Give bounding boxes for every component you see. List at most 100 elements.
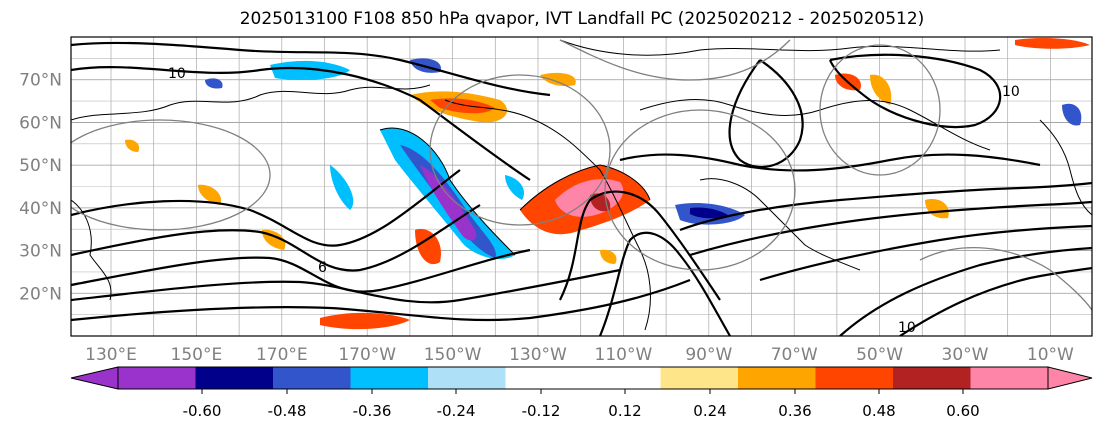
lat-tick-label: 60°N: [19, 113, 62, 133]
lon-tick-label: 110°W: [595, 345, 653, 365]
colorbar-tick-label: -0.12: [522, 402, 561, 420]
shade-blob: [420, 165, 477, 241]
shade-blob: [1062, 103, 1082, 126]
gray-contour: [559, 39, 791, 81]
colorbar-segment: [505, 367, 584, 389]
shade-blob: [330, 165, 354, 210]
shade-blob: [430, 98, 495, 114]
colorbar-segment: [273, 367, 351, 389]
ivt-contour: [828, 53, 1002, 129]
colorbar: [70, 366, 1093, 390]
ivt-contour: [598, 231, 731, 336]
ivt-contour: [559, 190, 721, 301]
lat-tick-label: 70°N: [19, 71, 62, 91]
colorbar-segment: [428, 367, 506, 389]
lon-tick-label: 150°W: [424, 345, 482, 365]
colorbar-segment: [893, 367, 971, 389]
colorbar-extend-low: [70, 366, 119, 390]
shade-blob: [320, 312, 410, 330]
colorbar-segment: [195, 367, 274, 389]
lon-tick-label: 130°W: [509, 345, 567, 365]
ivt-contour: [679, 181, 1092, 232]
map-title: 2025013100 F108 850 hPa qvapor, IVT Land…: [239, 9, 925, 29]
shade-blob: [540, 72, 576, 86]
shade-blob: [125, 139, 140, 152]
gridlines: [71, 37, 1092, 336]
contour-label: 6: [318, 260, 327, 276]
ivt-contour: [71, 248, 531, 293]
colorbar-tick-labels: -0.60 -0.48 -0.36 -0.24 -0.12 0.12 0.24 0.36 0.4…: [183, 389, 980, 420]
ivt-contour: [71, 204, 481, 272]
shade-blob: [205, 78, 223, 89]
coastline: [559, 39, 1001, 56]
colorbar-tick-label: 0.48: [862, 402, 895, 420]
lon-tick-label: 130°E: [85, 345, 137, 365]
lon-tick-label: 30°W: [942, 345, 989, 365]
lon-tick-label: 170°W: [338, 345, 396, 365]
ivt-contour: [71, 169, 461, 247]
coastline: [444, 99, 651, 331]
colorbar-segment: [660, 367, 739, 389]
ivt-contour: [71, 268, 621, 304]
gray-contour: [919, 247, 1092, 311]
shade-outlines: [379, 127, 651, 256]
lat-tick-label: 50°N: [19, 156, 62, 176]
ivt-contour: [839, 246, 1092, 336]
lon-tick-label: 50°W: [856, 345, 903, 365]
latitude-labels: 70°N 60°N 50°N 40°N 30°N 20°N: [19, 71, 62, 305]
lon-tick-label: 170°E: [256, 345, 308, 365]
plot-frame: [70, 36, 1093, 337]
colorbar-segment: [815, 367, 894, 389]
coastline: [699, 178, 861, 271]
colorbar-extend-high: [1047, 366, 1093, 390]
lat-tick-label: 40°N: [19, 199, 62, 219]
colorbar-tick-label: 0.36: [778, 402, 811, 420]
colorbar-segment: [350, 367, 429, 389]
ivt-contour: [619, 153, 1041, 172]
gray-contour: [819, 44, 941, 176]
shade-blob: [1015, 37, 1090, 49]
coastline: [1039, 119, 1092, 216]
colorbar-tick-label: -0.24: [437, 402, 476, 420]
ivt-contour: [71, 278, 691, 322]
ivt-contour: [899, 266, 1092, 336]
lon-tick-label: 70°W: [771, 345, 818, 365]
colorbar-tick-label: 0.24: [693, 402, 726, 420]
colorbar-tick-label: -0.36: [353, 402, 392, 420]
lon-tick-label: 90°W: [685, 345, 732, 365]
lat-tick-label: 20°N: [19, 284, 62, 304]
contour-label: 10: [898, 320, 916, 336]
colorbar-segment: [583, 367, 661, 389]
colorbar-segment: [738, 367, 816, 389]
longitude-labels: 130°E 150°E 170°E 170°W 150°W 130°W 110°W 90°W 7…: [85, 345, 1074, 365]
colorbar-tick-label: -0.48: [268, 402, 307, 420]
lon-tick-label: 150°E: [171, 345, 223, 365]
ivt-contour: [759, 224, 1092, 282]
ivt-contour: [71, 66, 531, 181]
shade-blob: [505, 175, 525, 200]
coastline: [71, 84, 431, 121]
gray-contour: [604, 109, 796, 271]
ivt-contours: [71, 41, 1092, 336]
ivt-contour: [71, 41, 551, 97]
shade-blob: [600, 249, 617, 264]
ivt-contour: [728, 59, 804, 169]
shade-blob: [690, 207, 728, 219]
colorbar-tick-label: 0.60: [946, 402, 979, 420]
contour-outline: [379, 127, 516, 256]
shade-blob: [870, 74, 892, 105]
colorbar-frame: [117, 366, 1049, 390]
gray-contour: [429, 74, 611, 226]
shade-blob: [198, 184, 222, 205]
colorbar-tick-label: 0.12: [608, 402, 641, 420]
shade-blob: [415, 229, 441, 265]
contour-outline: [519, 164, 651, 211]
colorbar-tick-label: -0.60: [183, 402, 222, 420]
coastline: [71, 199, 112, 301]
gray-contours: [71, 39, 1092, 311]
contour-label: 10: [1002, 84, 1020, 100]
lat-tick-label: 30°N: [19, 242, 62, 262]
shade-blob: [270, 60, 350, 80]
shade-blob: [925, 199, 949, 219]
